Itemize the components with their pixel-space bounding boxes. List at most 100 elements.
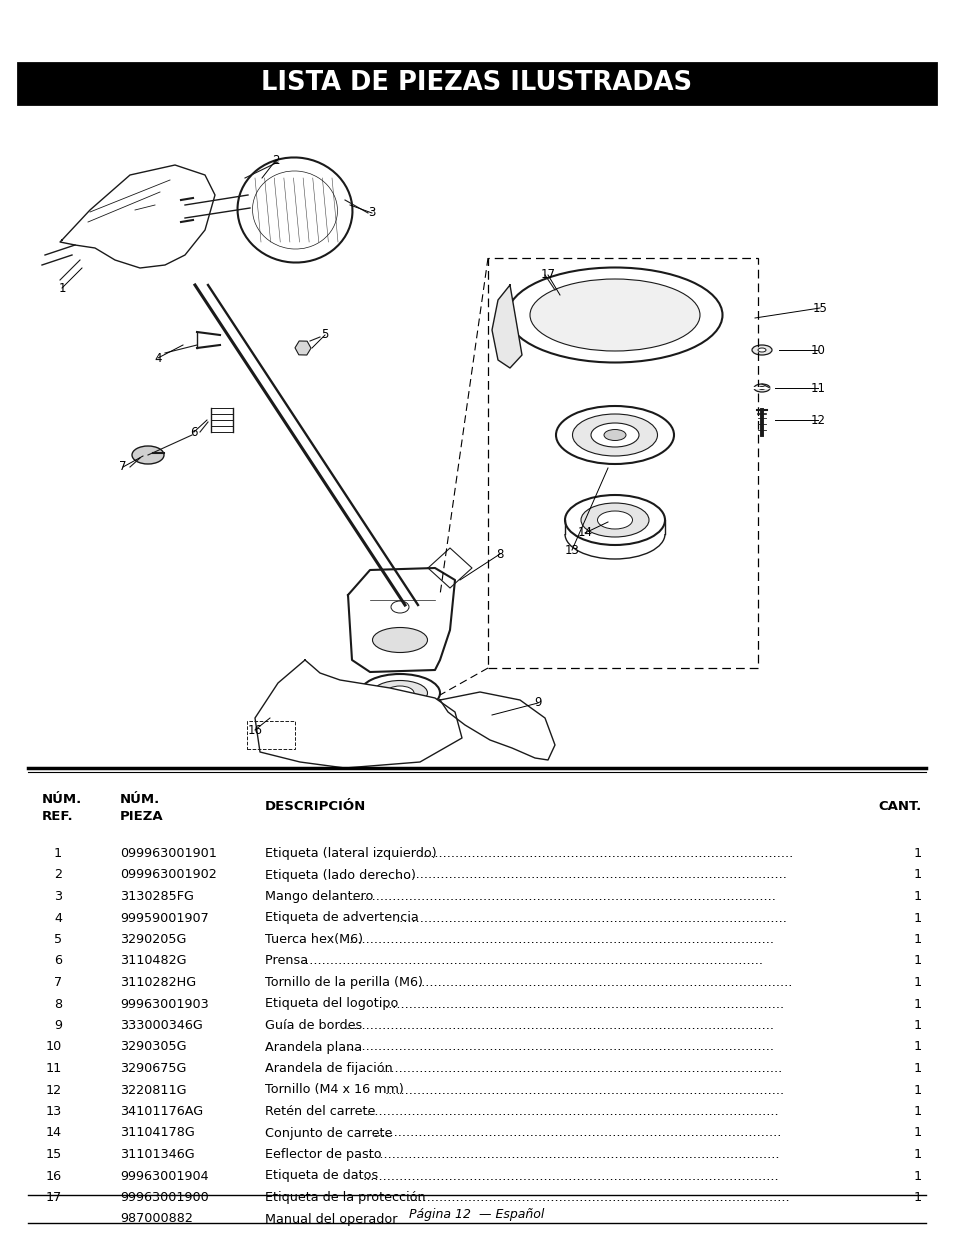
Text: 1: 1	[913, 911, 921, 925]
Text: Tornillo de la perilla (M6): Tornillo de la perilla (M6)	[265, 976, 422, 989]
Ellipse shape	[556, 406, 673, 464]
Text: 3220811G: 3220811G	[120, 1083, 186, 1097]
Text: Tornillo (M4 x 16 mm): Tornillo (M4 x 16 mm)	[265, 1083, 407, 1097]
Text: 3290205G: 3290205G	[120, 932, 186, 946]
Text: 16: 16	[247, 724, 262, 736]
Text: 3: 3	[368, 206, 375, 220]
Text: Etiqueta (lado derecho): Etiqueta (lado derecho)	[265, 868, 419, 882]
Text: 1: 1	[913, 1062, 921, 1074]
Text: ................................................................................: ........................................…	[417, 976, 792, 989]
Text: CANT.: CANT.	[878, 800, 921, 813]
Ellipse shape	[572, 414, 657, 456]
Text: 34101176AG: 34101176AG	[120, 1105, 203, 1118]
Text: 17: 17	[540, 268, 555, 282]
Text: 1: 1	[913, 1149, 921, 1161]
Text: 12: 12	[810, 414, 824, 426]
Text: 2: 2	[272, 153, 279, 167]
Text: 3290305G: 3290305G	[120, 1041, 186, 1053]
Text: 13: 13	[46, 1105, 62, 1118]
Ellipse shape	[386, 685, 414, 700]
Polygon shape	[348, 568, 455, 672]
Text: 8: 8	[496, 547, 503, 561]
Text: ................................................................................: ........................................…	[346, 1019, 774, 1032]
Text: ................................................................................: ........................................…	[378, 1062, 782, 1074]
Text: 11: 11	[46, 1062, 62, 1074]
Text: 15: 15	[46, 1149, 62, 1161]
Text: 1: 1	[913, 890, 921, 903]
Ellipse shape	[372, 680, 427, 705]
Text: Manual del operador: Manual del operador	[265, 1213, 397, 1225]
Text: 4: 4	[54, 911, 62, 925]
Text: Etiqueta de la protección: Etiqueta de la protección	[265, 1191, 429, 1204]
Ellipse shape	[564, 495, 664, 545]
Text: 99963001903: 99963001903	[120, 998, 209, 1010]
Text: DESCRIPCIÓN: DESCRIPCIÓN	[265, 800, 366, 813]
Text: Eeflector de pasto: Eeflector de pasto	[265, 1149, 381, 1161]
Text: 11: 11	[810, 382, 824, 394]
Text: 099963001902: 099963001902	[120, 868, 216, 882]
Text: 9: 9	[534, 697, 541, 709]
Text: ................................................................................: ........................................…	[362, 1170, 779, 1182]
Text: ................................................................................: ........................................…	[368, 1149, 780, 1161]
Text: 3110282HG: 3110282HG	[120, 976, 196, 989]
Text: 15: 15	[812, 301, 826, 315]
Text: Conjunto de carrete: Conjunto de carrete	[265, 1126, 395, 1140]
Text: 14: 14	[46, 1126, 62, 1140]
Text: 3: 3	[53, 890, 62, 903]
Text: 6: 6	[54, 955, 62, 967]
Text: 10: 10	[810, 343, 824, 357]
Text: ................................................................................: ........................................…	[406, 1191, 789, 1204]
Text: Arandela de fijación: Arandela de fijación	[265, 1062, 393, 1074]
Text: 1: 1	[913, 976, 921, 989]
Text: Tuerca hex(M6): Tuerca hex(M6)	[265, 932, 367, 946]
Text: ................................................................................: ........................................…	[351, 890, 776, 903]
Text: 5: 5	[321, 329, 329, 342]
Text: Arandela plana: Arandela plana	[265, 1041, 366, 1053]
Text: Etiqueta de advertencia: Etiqueta de advertencia	[265, 911, 422, 925]
Text: 12: 12	[46, 1083, 62, 1097]
Ellipse shape	[751, 345, 771, 354]
Text: 099963001901: 099963001901	[120, 847, 216, 860]
Text: ................................................................................: ........................................…	[374, 1126, 781, 1140]
Text: ................................................................................: ........................................…	[346, 932, 774, 946]
Ellipse shape	[758, 348, 765, 352]
Text: Etiqueta de datos: Etiqueta de datos	[265, 1170, 382, 1182]
Ellipse shape	[237, 157, 352, 263]
Ellipse shape	[759, 387, 764, 389]
Text: 2: 2	[54, 868, 62, 882]
Text: 10: 10	[46, 1041, 62, 1053]
Text: Etiqueta (lateral izquierdo): Etiqueta (lateral izquierdo)	[265, 847, 436, 860]
Text: ................................................................................: ........................................…	[395, 868, 786, 882]
Text: ................................................................................: ........................................…	[384, 998, 783, 1010]
Text: ................................................................................: ........................................…	[362, 1105, 779, 1118]
Text: 7: 7	[119, 461, 127, 473]
Ellipse shape	[590, 424, 639, 447]
Ellipse shape	[530, 279, 700, 351]
Text: 1: 1	[913, 1105, 921, 1118]
Ellipse shape	[580, 503, 648, 537]
Text: 1: 1	[913, 1170, 921, 1182]
Text: Mango delantero: Mango delantero	[265, 890, 377, 903]
Text: 4: 4	[154, 352, 162, 364]
Text: 9: 9	[54, 1019, 62, 1032]
Text: 1: 1	[913, 1126, 921, 1140]
Text: 14: 14	[577, 526, 592, 540]
Text: Página 12  — Español: Página 12 — Español	[409, 1208, 544, 1221]
Bar	[18, 63, 935, 104]
Text: NÚM.: NÚM.	[120, 793, 160, 806]
Text: 3290675G: 3290675G	[120, 1062, 186, 1074]
Text: Etiqueta del logotipo: Etiqueta del logotipo	[265, 998, 402, 1010]
Polygon shape	[439, 692, 555, 760]
Ellipse shape	[359, 674, 439, 713]
Text: 1: 1	[913, 1019, 921, 1032]
Text: 6: 6	[190, 426, 197, 438]
Text: ................................................................................: ........................................…	[395, 911, 786, 925]
Text: ................................................................................: ........................................…	[302, 955, 763, 967]
Text: ................................................................................: ........................................…	[384, 1083, 783, 1097]
Text: 1: 1	[913, 847, 921, 860]
Bar	[488, 258, 758, 668]
Text: 8: 8	[53, 998, 62, 1010]
Text: ................................................................................: ........................................…	[346, 1041, 774, 1053]
Text: 1: 1	[913, 955, 921, 967]
Ellipse shape	[603, 430, 625, 441]
